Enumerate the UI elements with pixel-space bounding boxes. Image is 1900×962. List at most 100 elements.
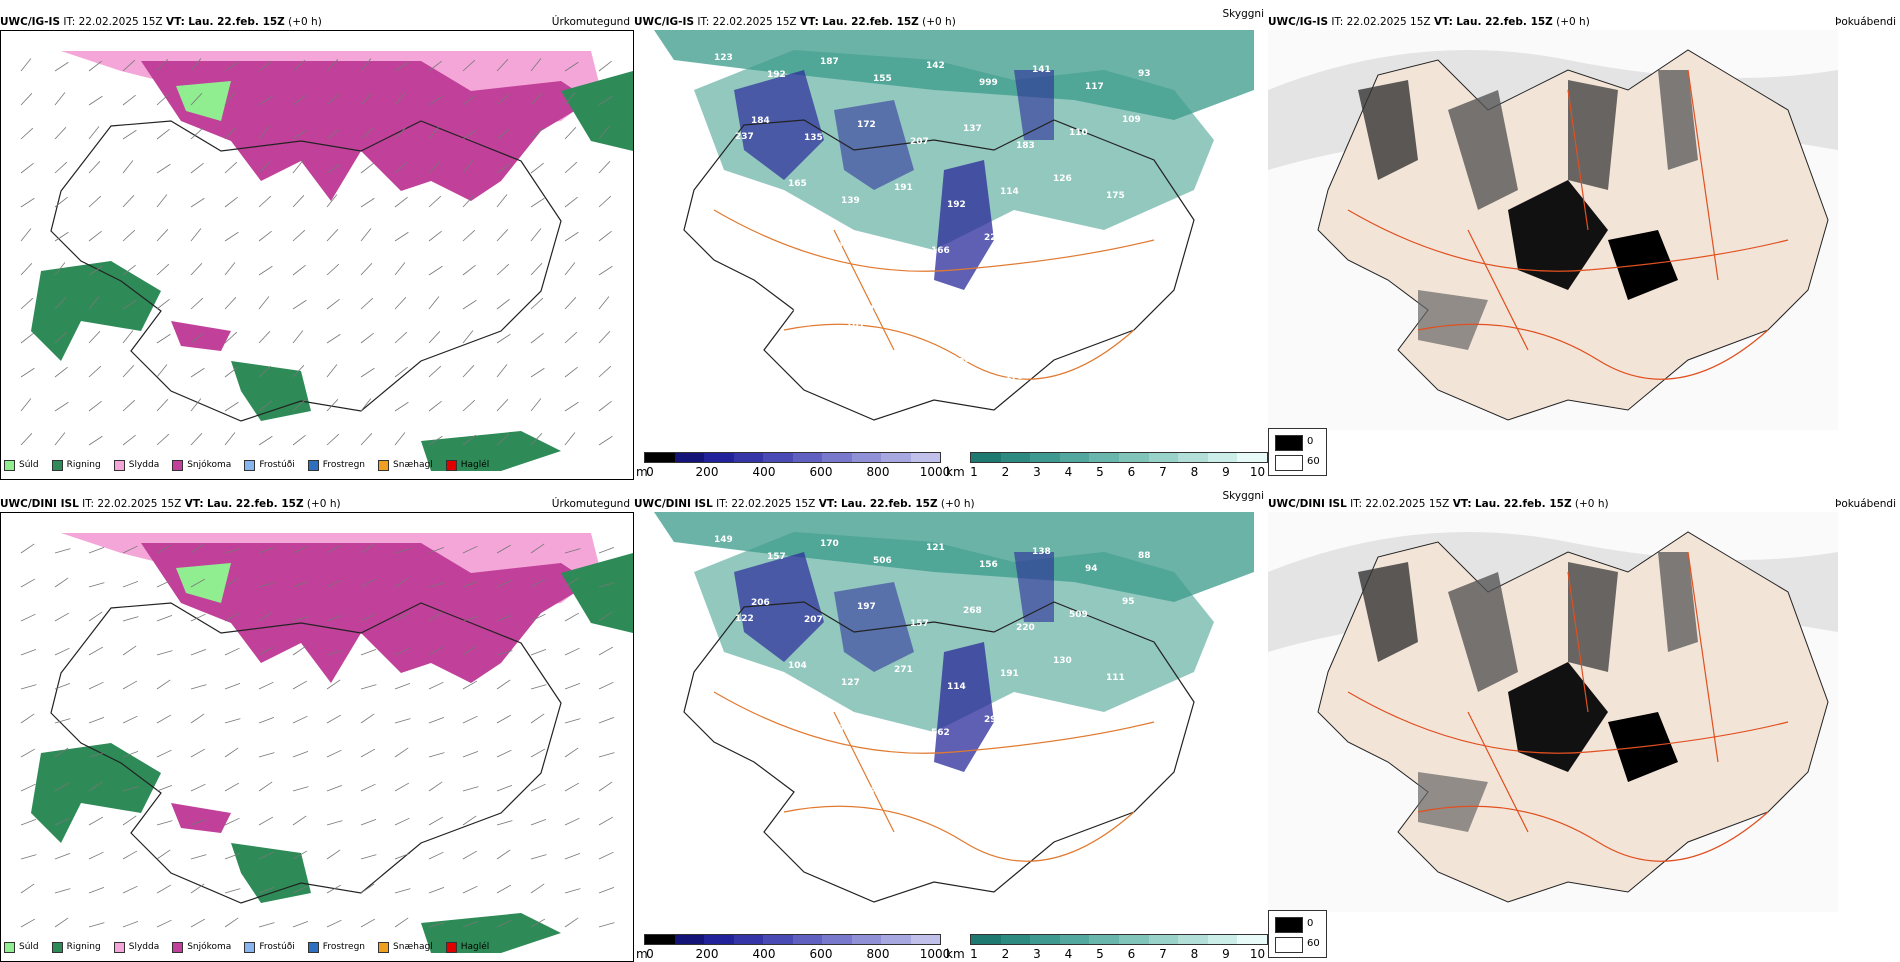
wind-barb — [224, 682, 241, 690]
wind-barb — [564, 852, 581, 860]
wind-barb — [496, 714, 512, 724]
legend-label: Rigning — [66, 942, 101, 952]
wind-barb — [20, 263, 33, 276]
wind-barb — [224, 61, 239, 72]
wind-barb — [20, 543, 35, 554]
wind-barb — [530, 854, 547, 860]
ceiling-value-label: 203 — [899, 368, 918, 378]
wind-barb — [496, 364, 508, 378]
wind-barb — [122, 885, 138, 894]
ceiling-value-label: 138 — [952, 355, 971, 365]
wind-barb — [428, 265, 443, 276]
wind-barb — [462, 330, 474, 344]
wind-barb — [190, 748, 206, 758]
visibility-unit: km — [946, 465, 965, 479]
wind-barb — [190, 648, 207, 656]
visibility-tick: 2 — [1001, 465, 1010, 479]
wind-barb — [564, 231, 579, 242]
wind-barb — [156, 614, 173, 622]
wind-barb — [156, 163, 171, 174]
wind-barb — [88, 230, 102, 242]
wind-barb — [360, 433, 373, 446]
ceiling-value-label: 224 — [1143, 736, 1162, 746]
wind-barb — [224, 852, 241, 860]
legend-label: Frostúði — [259, 460, 295, 470]
wind-barb — [394, 682, 411, 690]
wind-barb — [54, 401, 69, 412]
wind-barb — [496, 579, 512, 588]
wind-barb — [394, 127, 407, 140]
wind-barb — [224, 127, 237, 140]
wind-barb — [428, 126, 440, 140]
wind-barb — [224, 366, 238, 378]
ceiling-value-label: 192 — [947, 200, 966, 210]
ceiling-value-label: 108 — [968, 309, 987, 319]
wind-barb — [122, 616, 139, 622]
wind-barb — [530, 197, 545, 208]
wind-barb — [598, 716, 615, 724]
fog-index-panel: UWC/IG-IS IT: 22.02.2025 15Z VT: Lau. 22… — [1268, 14, 1900, 480]
panel-header: UWC/IG-IS IT: 22.02.2025 15Z VT: Lau. 22… — [0, 14, 634, 30]
wind-barb — [122, 195, 135, 208]
wind-barb — [564, 196, 578, 208]
wind-barb — [530, 162, 544, 174]
legend-item: Frostúði — [244, 941, 295, 953]
wind-barb — [360, 613, 376, 622]
wind-barb — [224, 432, 236, 446]
wind-barb — [394, 888, 411, 894]
wind-barb — [88, 781, 103, 792]
legend-swatch — [4, 941, 15, 953]
wind-barb — [258, 296, 270, 310]
ceiling-tick: 800 — [866, 465, 890, 479]
wind-barb — [88, 582, 105, 588]
wind-barb — [20, 228, 32, 242]
wind-barb — [462, 365, 475, 378]
ceiling-value-label: 101 — [846, 321, 865, 331]
ceiling-value-label: 191 — [894, 183, 913, 193]
precip-legend: Súld Rigning Slydda Snjókoma Frostúði Frostre… — [4, 940, 489, 954]
wind-barb — [122, 750, 139, 758]
wind-barb — [54, 92, 66, 106]
wind-barb — [360, 918, 376, 928]
wind-barb — [156, 263, 170, 276]
wind-barb — [564, 782, 580, 792]
visibility-tick: 9 — [1222, 465, 1230, 479]
ceiling-value-label: 88 — [1138, 551, 1151, 561]
wind-barb — [88, 922, 105, 928]
wind-barb — [20, 883, 35, 894]
wind-barb — [258, 126, 270, 140]
legend-item: Frostregn — [307, 941, 365, 953]
wind-barb — [88, 886, 105, 894]
wind-barb — [530, 748, 546, 758]
wind-barb — [54, 231, 69, 242]
wind-barb — [54, 682, 71, 690]
wind-barb — [88, 546, 105, 554]
wind-barb — [224, 262, 236, 276]
wind-barb — [156, 194, 168, 208]
visibility-tick: 5 — [1096, 465, 1104, 479]
wind-barb — [156, 364, 168, 378]
ceiling-value-label: 139 — [841, 196, 860, 206]
wind-barb — [88, 95, 103, 106]
wind-barb — [156, 579, 172, 588]
panel-header: UWC/DINI ISL IT: 22.02.2025 15Z VT: Lau.… — [1268, 496, 1900, 512]
wind-barb — [394, 231, 409, 242]
wind-barb — [598, 646, 614, 656]
wind-barb — [258, 716, 275, 724]
wind-barb — [564, 127, 577, 140]
wind-barb — [156, 820, 173, 826]
wind-barb — [530, 613, 546, 622]
wind-barb — [156, 784, 173, 792]
wind-barb — [292, 616, 309, 622]
wind-barb — [598, 816, 614, 826]
wind-barb — [156, 59, 169, 72]
wind-barb — [530, 367, 545, 378]
wind-barb — [224, 718, 241, 724]
visibility-tick: 6 — [1127, 465, 1136, 479]
wind-barb — [258, 582, 275, 588]
wind-barb — [496, 650, 513, 656]
wind-barb — [224, 231, 239, 242]
legend-item: Slydda — [113, 941, 159, 953]
wind-barb — [462, 750, 479, 758]
visibility-unit: km — [946, 947, 965, 961]
